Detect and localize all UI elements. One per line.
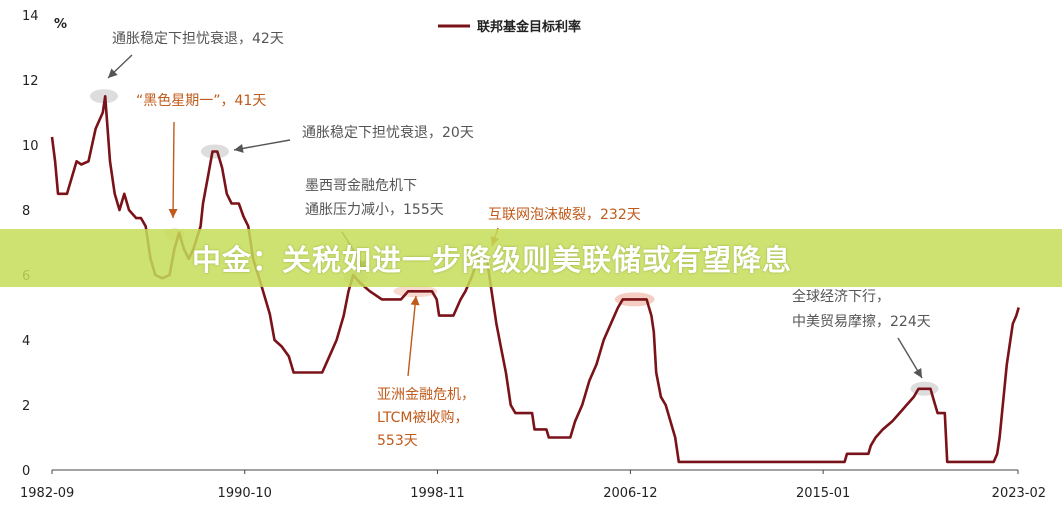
y-tick-label: 12 [22,74,39,89]
headline-banner: 中金：关税如进一步降级则美联储或有望降息 [0,229,1062,287]
x-tick-label: 1982-09 [20,486,74,501]
annotation-arrow-head [108,68,118,78]
y-axis-unit: % [54,17,67,32]
x-tick-label: 2015-01 [796,486,850,501]
annotation-arrow-line [172,121,175,219]
annotation-text: 中美贸易摩擦，224天 [792,313,931,330]
y-tick-label: 4 [22,334,30,349]
y-tick-label: 10 [22,139,39,154]
annotation-text: 通胀稳定下担忧衰退，20天 [302,124,474,141]
annotation-text: LTCM被收购， [377,410,468,426]
annotation-arrow-head [168,208,178,218]
y-tick-label: 2 [22,399,30,414]
x-tick-label: 2023-02 [992,486,1046,501]
x-tick-label: 2006-12 [603,486,657,501]
y-tick-label: 8 [22,204,30,219]
x-tick-label: 1990-10 [218,486,272,501]
annotation-text: 亚洲金融危机， [377,387,475,403]
annotation-arrow-line [407,295,417,377]
annotation-text: 全球经济下行， [792,288,890,305]
annotation-text: 墨西哥金融危机下 [305,178,417,194]
annotation-text: 通胀压力减小，155天 [305,202,444,218]
annotation-arrow-line [233,139,291,151]
axes: 02468101214%1982-091990-101998-112006-12… [20,9,1046,501]
annotation-text: 通胀稳定下担忧衰退，42天 [112,30,284,47]
y-tick-label: 0 [22,464,30,479]
annotation-text: 互联网泡沫破裂，232天 [488,207,641,223]
y-tick-label: 14 [22,9,39,24]
annotation-arrow-head [234,143,244,153]
headline-text: 中金：关税如进一步降级则美联储或有望降息 [192,243,793,277]
legend: 联邦基金目标利率 [438,19,581,35]
annotation-arrow-head [913,367,922,378]
annotations: 通胀稳定下担忧衰退，42天 “黑色星期一”，41天通胀稳定下担忧衰退，20天墨西哥… [107,30,931,449]
annotation-text: 553天 [377,433,418,449]
annotation-arrow-head [410,296,420,306]
legend-label: 联邦基金目标利率 [477,19,581,35]
annotation-text: “黑色星期一”，41天 [136,92,266,109]
x-tick-label: 1998-11 [410,486,464,501]
